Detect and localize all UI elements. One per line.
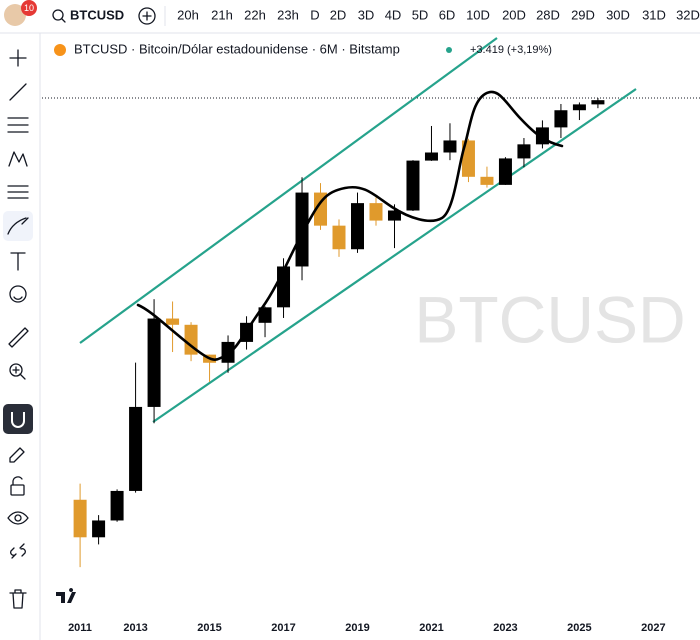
top-toolbar: 10 BTCUSD 20h 21h 22h 23h D 2D 3D 4D 5D 6D 10D 20D 2… — [0, 0, 700, 34]
x-tick-label: 2021 — [419, 622, 443, 634]
bitcoin-icon — [54, 44, 66, 56]
brush-tool[interactable] — [7, 217, 29, 235]
zoom-tool[interactable] — [9, 363, 23, 377]
magnet-tool-bg — [3, 404, 33, 434]
interval-button[interactable]: 4D — [385, 7, 402, 22]
candle-body — [350, 203, 364, 250]
avatar[interactable] — [4, 4, 26, 26]
candle-body — [258, 307, 272, 323]
status-dot — [446, 47, 452, 53]
badge-count: 10 — [24, 3, 34, 13]
magnet-tool[interactable] — [11, 412, 25, 428]
emoji-tool — [13, 296, 23, 300]
search-icon[interactable] — [52, 9, 64, 21]
candle-body — [443, 140, 457, 153]
candle-body — [221, 341, 235, 363]
interval-button[interactable]: 5D — [412, 7, 429, 22]
interval-button[interactable]: 31D — [642, 7, 666, 22]
candle-body — [314, 192, 328, 226]
projection-tool[interactable] — [7, 185, 29, 199]
add-symbol[interactable] — [138, 7, 156, 25]
trash-tool[interactable] — [9, 589, 27, 609]
trendline-tool[interactable] — [9, 83, 27, 101]
interval-button[interactable]: 28D — [536, 7, 560, 22]
candle-body — [129, 406, 143, 491]
candle-body — [147, 318, 161, 407]
candle-body — [369, 203, 383, 221]
interval-button[interactable]: 21h — [211, 7, 233, 22]
brush-drawing — [136, 90, 564, 361]
brush-tool-bg — [3, 211, 33, 241]
x-tick-label: 2013 — [123, 622, 147, 634]
candle-body — [110, 490, 124, 521]
lock-tool[interactable] — [10, 484, 25, 496]
interval-button[interactable]: D — [310, 7, 319, 22]
lock-draw-tool[interactable] — [9, 447, 25, 463]
candle-body — [332, 225, 346, 250]
x-tick-label: 2023 — [493, 622, 517, 634]
candle-body — [517, 144, 531, 159]
interval-button[interactable]: 2D — [330, 7, 347, 22]
candle-body — [166, 318, 180, 325]
interval-button[interactable]: 22h — [244, 7, 266, 22]
search-icon — [61, 18, 66, 23]
x-tick-label: 2015 — [197, 622, 221, 634]
crosshair-tool[interactable] — [9, 49, 27, 67]
interval-button[interactable]: 32D — [676, 7, 700, 22]
watermark: BTCUSD — [414, 282, 685, 356]
candle-body — [73, 499, 87, 538]
x-tick-label: 2011 — [68, 622, 92, 634]
tv-logo — [56, 588, 76, 603]
interval-button[interactable]: 30D — [606, 7, 630, 22]
candle-body — [591, 100, 605, 105]
interval-button[interactable]: 20h — [177, 7, 199, 22]
channel-upper — [79, 37, 498, 344]
candle-body — [387, 210, 401, 221]
candle-body — [424, 152, 438, 161]
fib-tool[interactable] — [7, 117, 29, 133]
interval-button[interactable]: 23h — [277, 7, 299, 22]
interval-button[interactable]: 10D — [466, 7, 490, 22]
candle-body — [554, 110, 568, 128]
legend-change: +3.419 (+3,19%) — [470, 44, 552, 56]
interval-button[interactable]: 29D — [571, 7, 595, 22]
chart-pane: BTCUSD 2011 2013 2015 2017 2019 2021 2023 2025 2… — [42, 37, 700, 634]
interval-button[interactable]: 3D — [358, 7, 375, 22]
x-tick-label: 2019 — [345, 622, 369, 634]
candle-body — [572, 104, 586, 111]
visibility-tool — [14, 514, 22, 522]
emoji-tool[interactable] — [9, 285, 27, 303]
legend-title: BTCUSD · Bitcoin/Dólar estadounidense · … — [74, 41, 400, 56]
candle-body — [295, 192, 309, 267]
x-tick-label: 2025 — [567, 622, 591, 634]
link-tool[interactable] — [10, 543, 26, 559]
candle-body — [92, 520, 106, 538]
candle-body — [461, 140, 475, 177]
interval-button[interactable]: 6D — [439, 7, 456, 22]
pattern-tool[interactable] — [8, 151, 28, 167]
badge — [21, 0, 37, 16]
legend: BTCUSD · Bitcoin/Dólar estadounidense · … — [54, 41, 552, 56]
candle-body — [406, 160, 420, 211]
interval-button[interactable]: 20D — [502, 7, 526, 22]
left-toolbar — [3, 33, 41, 640]
candle-body — [480, 176, 494, 185]
add-symbol — [142, 11, 152, 21]
candle-body — [498, 158, 512, 185]
zoom-tool — [12, 366, 26, 380]
x-tick-label: 2027 — [641, 622, 665, 634]
ruler-tool[interactable] — [8, 327, 29, 348]
visibility-tool[interactable] — [7, 511, 29, 525]
symbol[interactable]: BTCUSD — [70, 7, 124, 22]
text-tool[interactable] — [10, 252, 26, 271]
x-tick-label: 2017 — [271, 622, 295, 634]
lock-tool — [12, 476, 23, 486]
